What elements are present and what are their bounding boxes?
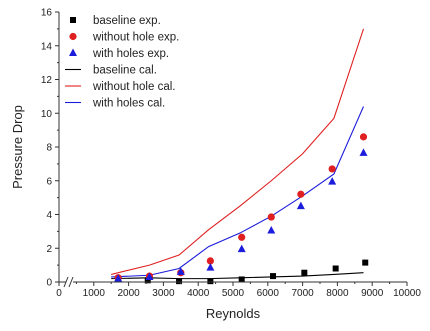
data-point-baseline-exp [270, 273, 277, 280]
data-point-with-holes-exp [145, 272, 154, 280]
plot-layer [111, 28, 369, 285]
legend-marker-without-hole-exp [69, 32, 77, 41]
x-tick-label: 0 [56, 288, 62, 299]
y-axis-title: Pressure Drop [10, 105, 25, 189]
y-tick-label: 12 [41, 75, 53, 86]
x-tick-label: 7000 [291, 288, 314, 299]
data-point-baseline-exp [362, 259, 369, 266]
legend-label-with-holes-cal: with holes cal. [92, 98, 165, 110]
legend-label-without-hole-exp: without hole exp. [92, 32, 179, 44]
x-tick-label: 6000 [257, 288, 280, 299]
x-tick-label: 10000 [393, 288, 421, 299]
x-tick-label: 9000 [361, 288, 384, 299]
data-point-baseline-exp [144, 277, 151, 284]
data-point-with-holes-exp [176, 267, 185, 275]
y-tick-label: 0 [46, 278, 52, 289]
y-tick-label: 10 [41, 109, 53, 120]
data-point-baseline-exp [301, 269, 308, 276]
legend-label-with-holes-exp: with holes exp. [92, 48, 169, 60]
data-point-baseline-exp [238, 276, 245, 283]
data-point-baseline-exp [207, 278, 214, 285]
data-point-without-hole-exp [359, 133, 368, 141]
data-point-with-holes-exp [296, 201, 305, 210]
data-point-baseline-exp [332, 265, 339, 272]
data-point-without-hole-exp [297, 190, 305, 198]
data-point-with-holes-exp [206, 263, 215, 271]
data-point-without-hole-exp [238, 233, 246, 241]
x-tick-label: 2000 [117, 288, 140, 299]
data-point-without-hole-exp [267, 213, 275, 221]
y-tick-label: 2 [46, 244, 52, 255]
data-point-without-hole-exp [206, 257, 214, 265]
axes-layer: 0 1000 2000 3000 4000 5000 6000 7000 8000 9000 100… [41, 8, 421, 300]
y-tick-label: 4 [46, 210, 52, 221]
x-axis-break-mark [68, 276, 74, 288]
data-point-baseline-exp [176, 278, 183, 285]
x-tick-label: 3000 [152, 288, 175, 299]
data-point-without-hole-exp [328, 165, 336, 173]
y-tick-label: 8 [46, 143, 52, 154]
legend-label-baseline-cal: baseline cal. [93, 65, 157, 77]
legend-marker-baseline-exp [70, 17, 76, 23]
y-tick-label: 14 [41, 41, 53, 52]
legend: baseline exp. without hole exp. with holes… [65, 15, 179, 110]
x-tick-label: 5000 [222, 288, 245, 299]
x-axis-break-gap [66, 277, 73, 287]
y-tick-label: 6 [46, 176, 52, 187]
legend-label-without-hole-cal: without hole cal. [92, 81, 175, 93]
x-tick-label: 4000 [187, 288, 210, 299]
x-axis-title: Reynolds [206, 306, 261, 321]
legend-label-baseline-exp: baseline exp. [93, 15, 161, 27]
data-point-with-holes-exp [114, 274, 123, 282]
legend-marker-with-holes-exp [69, 48, 77, 56]
data-point-with-holes-exp [237, 244, 246, 253]
series-line-without-hole-cal [111, 28, 365, 275]
data-point-with-holes-exp [328, 177, 337, 185]
y-tick-label: 16 [41, 8, 53, 19]
x-tick-label: 1000 [83, 288, 106, 299]
x-tick-label: 8000 [326, 288, 349, 299]
data-point-with-holes-exp [267, 226, 276, 234]
series-line-with-holes-cal [111, 106, 365, 278]
x-axis-break-mark [63, 276, 69, 288]
data-point-with-holes-exp [359, 148, 368, 156]
